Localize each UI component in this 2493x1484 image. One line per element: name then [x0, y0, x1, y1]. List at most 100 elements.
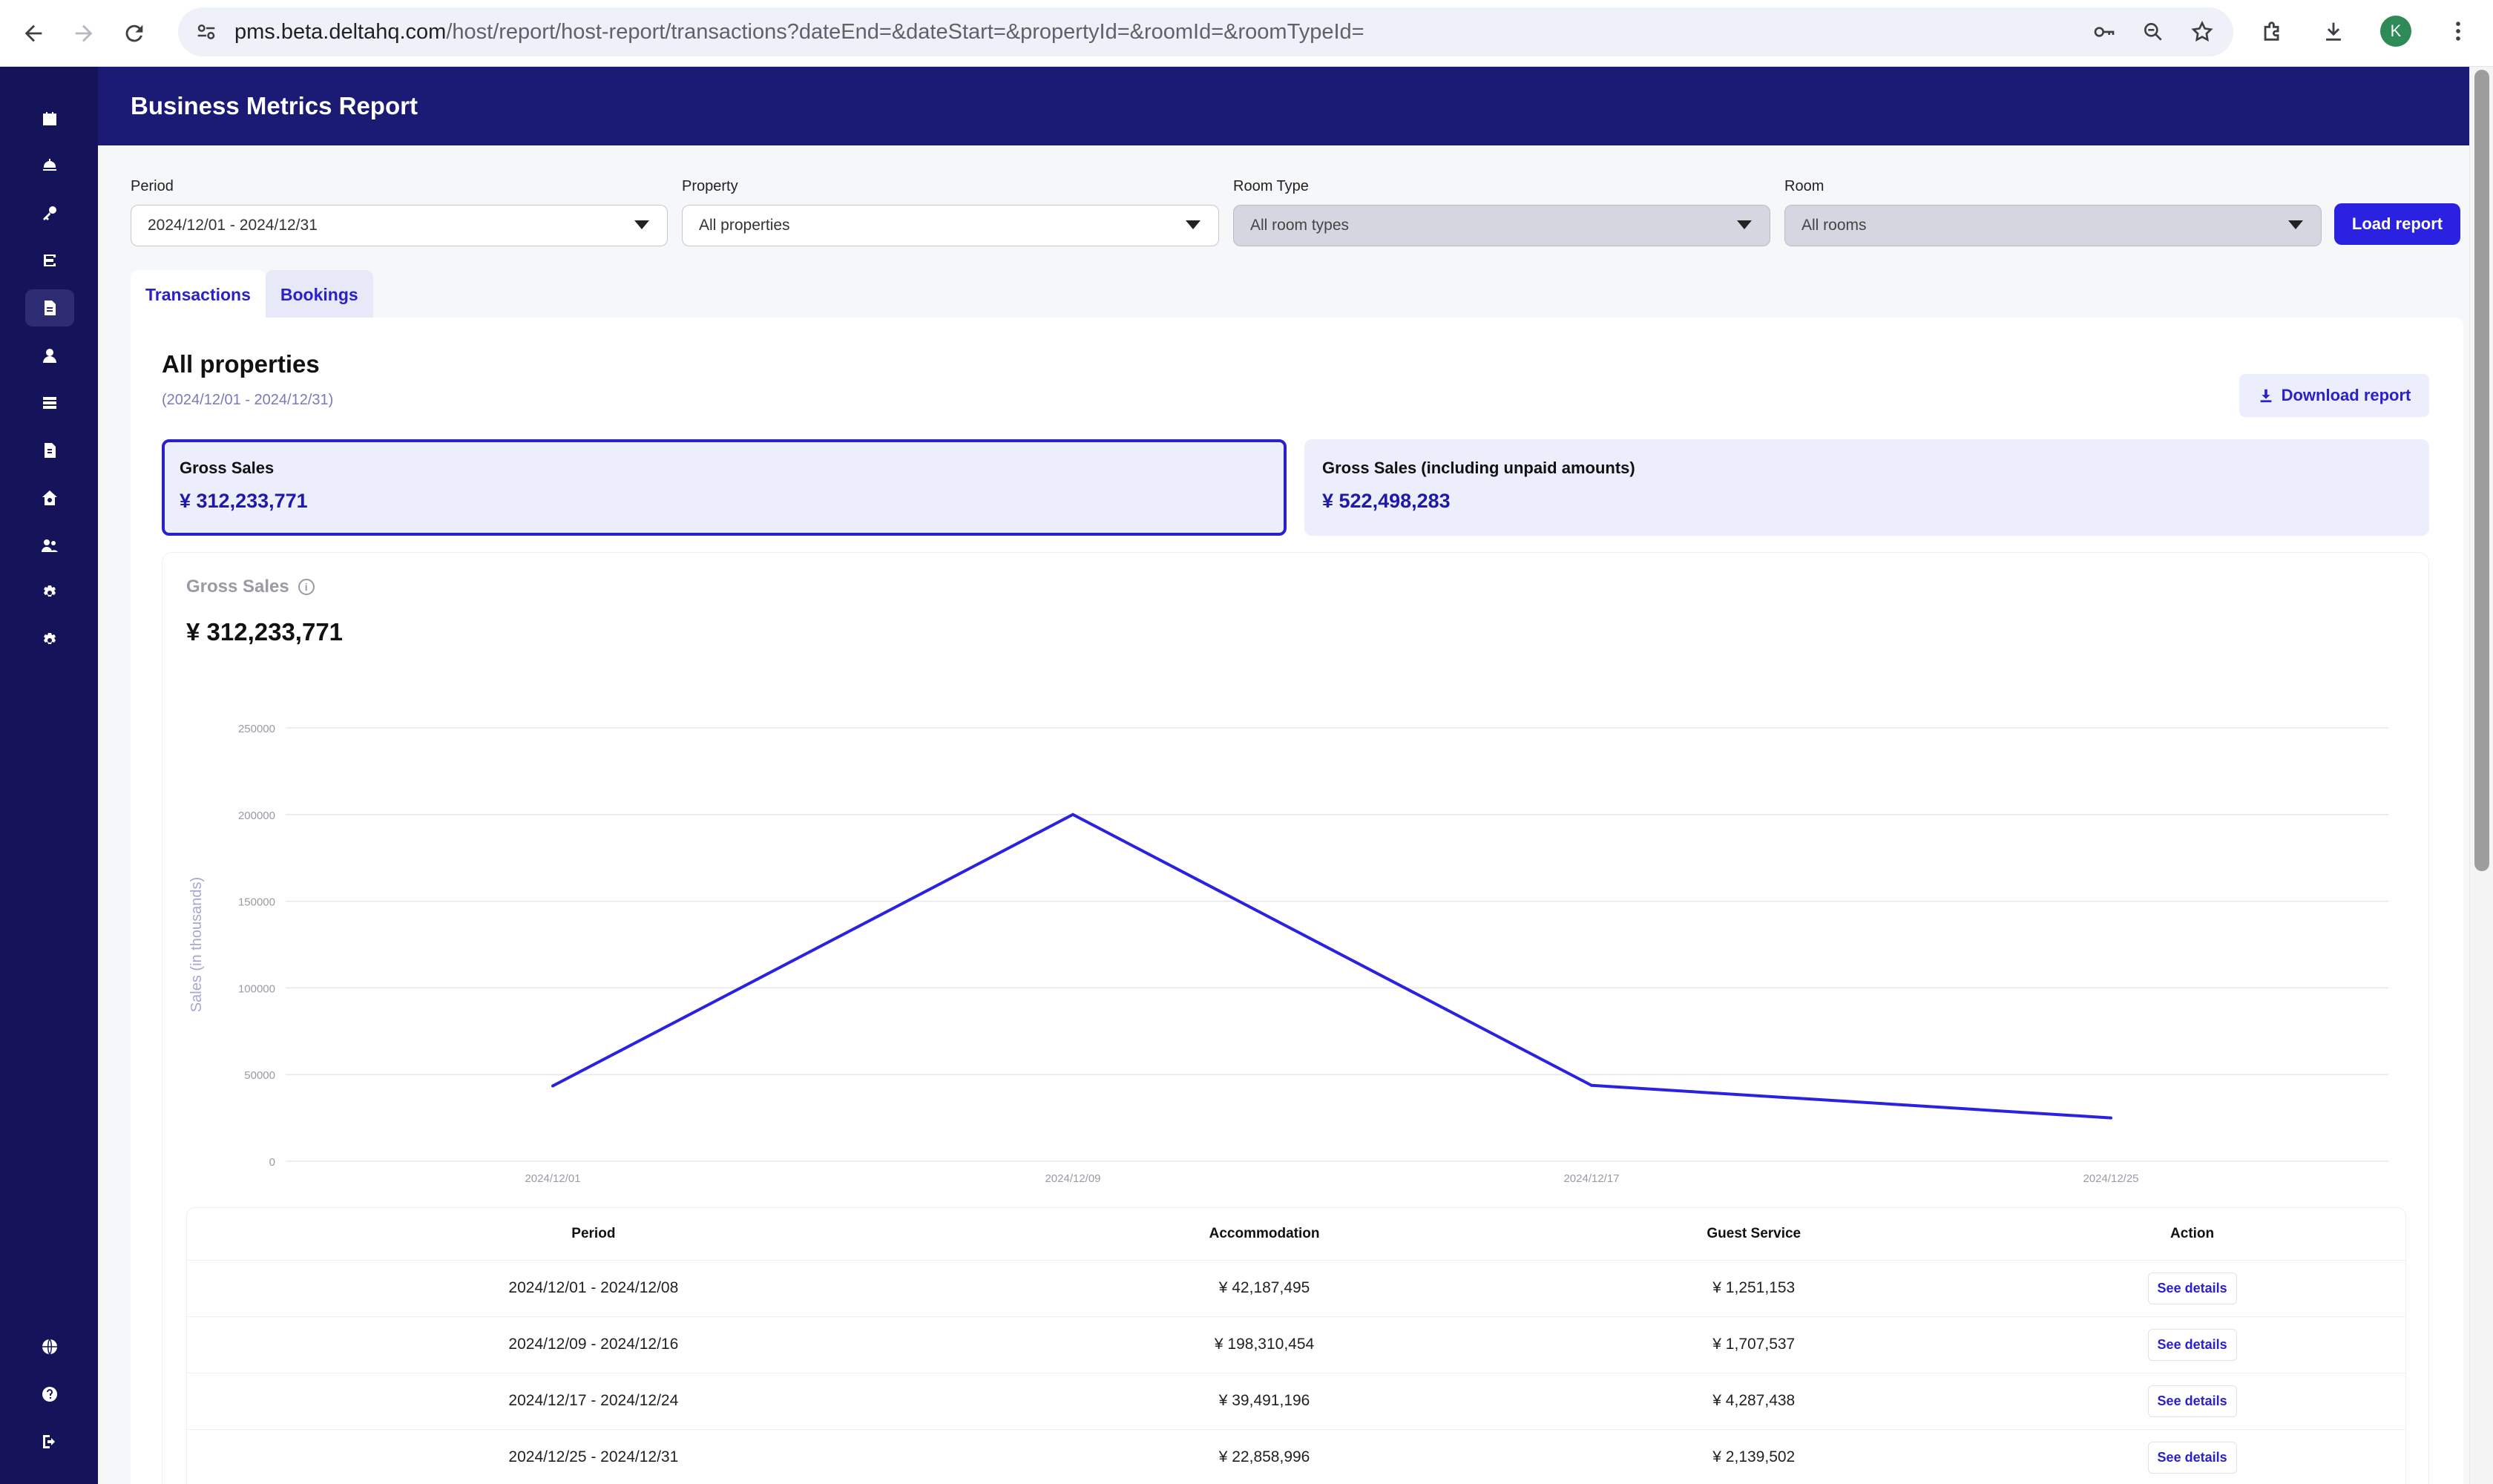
list-icon[interactable]	[25, 384, 74, 421]
cell-action: See details	[1979, 1373, 2405, 1430]
calendar-icon[interactable]	[25, 100, 74, 137]
users-icon[interactable]	[25, 527, 74, 564]
data-point	[1071, 812, 1074, 816]
period-select[interactable]: 2024/12/01 - 2024/12/31	[131, 205, 668, 246]
property-value: All properties	[699, 217, 790, 234]
room-value: All rooms	[1801, 217, 1867, 234]
bookmark-star-icon[interactable]	[2189, 19, 2216, 45]
x-tick-label: 2024/12/17	[1563, 1172, 1619, 1183]
cell-accommodation: ¥ 22,858,996	[999, 1429, 1529, 1484]
invoice-icon[interactable]	[25, 432, 74, 469]
metric-value: ¥ 312,233,771	[180, 490, 308, 512]
x-tick-label: 2024/12/09	[1045, 1172, 1100, 1183]
menu-kebab-icon[interactable]	[2444, 17, 2472, 45]
caret-down-icon	[1737, 220, 1752, 229]
caret-down-icon	[2288, 220, 2303, 229]
see-details-button[interactable]: See details	[2147, 1385, 2237, 1417]
zoom-icon[interactable]	[2140, 19, 2167, 45]
download-report-button[interactable]: Download report	[2239, 374, 2429, 417]
room-type-filter: Room Type All room types	[1233, 178, 1770, 246]
extensions-icon[interactable]	[2259, 17, 2287, 45]
see-details-button[interactable]: See details	[2147, 1272, 2237, 1304]
room-label: Room	[1784, 178, 1824, 194]
see-details-button[interactable]: See details	[2147, 1328, 2237, 1361]
table-row: 2024/12/17 - 2024/12/24 ¥ 39,491,196 ¥ 4…	[187, 1373, 2405, 1430]
cell-accommodation: ¥ 42,187,495	[999, 1260, 1529, 1317]
back-icon[interactable]	[16, 16, 50, 50]
see-details-button[interactable]: See details	[2147, 1441, 2237, 1474]
browser-toolbar: pms.beta.deltahq.com/host/report/host-re…	[0, 0, 2493, 67]
bell-icon[interactable]	[25, 147, 74, 184]
y-tick-label: 200000	[238, 810, 275, 822]
help-icon[interactable]	[25, 1376, 74, 1413]
y-tick-label: 50000	[244, 1069, 275, 1082]
settings-icon[interactable]	[25, 622, 74, 659]
chart-panel: Gross Sales i ¥ 312,233,771 0 50000 100000…	[162, 552, 2429, 1484]
forward-icon[interactable]	[67, 16, 101, 50]
key-icon[interactable]	[25, 194, 74, 232]
property-select[interactable]: All properties	[682, 205, 1219, 246]
column-header: Action	[1979, 1208, 2405, 1261]
report-date-range: (2024/12/01 - 2024/12/31)	[162, 392, 334, 408]
report-title: All properties	[162, 350, 320, 378]
password-key-icon[interactable]	[2091, 19, 2118, 45]
info-icon[interactable]: i	[298, 579, 315, 595]
metric-gross-sales[interactable]: Gross Sales ¥ 312,233,771	[162, 439, 1287, 536]
site-info-icon[interactable]	[191, 17, 221, 47]
table-header-row: Period Accommodation Guest Service Actio…	[187, 1208, 2405, 1261]
load-report-button[interactable]: Load report	[2334, 203, 2460, 245]
logout-icon[interactable]	[25, 1423, 74, 1460]
caret-down-icon	[634, 220, 649, 229]
metric-label: Gross Sales	[180, 459, 275, 477]
home-gear-icon[interactable]	[25, 479, 74, 516]
metric-label: Gross Sales (including unpaid amounts)	[1322, 459, 1635, 477]
main-content: Period 2024/12/01 - 2024/12/31 Property …	[98, 145, 2469, 1484]
y-tick-label: 100000	[238, 982, 275, 995]
download-icon[interactable]	[2319, 17, 2348, 45]
data-point	[1590, 1083, 1593, 1087]
metric-value: ¥ 522,498,283	[1322, 490, 1451, 512]
cell-guest-service: ¥ 4,287,438	[1528, 1373, 1980, 1430]
metric-gross-sales-unpaid[interactable]: Gross Sales (including unpaid amounts) ¥…	[1304, 439, 2429, 536]
user-icon[interactable]	[25, 337, 74, 374]
y-tick-label: 0	[269, 1156, 275, 1169]
gear-icon[interactable]	[25, 574, 74, 611]
app-header: Business Metrics Report	[98, 67, 2469, 145]
column-header: Guest Service	[1528, 1208, 1980, 1261]
scrollbar-thumb[interactable]	[2474, 70, 2489, 871]
period-filter: Period 2024/12/01 - 2024/12/31	[131, 178, 668, 246]
column-header: Accommodation	[999, 1208, 1529, 1261]
download-icon	[2260, 389, 2271, 403]
address-bar[interactable]: pms.beta.deltahq.com/host/report/host-re…	[178, 7, 2233, 56]
tab-bookings[interactable]: Bookings	[265, 270, 373, 319]
tab-transactions[interactable]: Transactions	[131, 270, 266, 319]
globe-icon[interactable]	[25, 1328, 74, 1365]
cell-guest-service: ¥ 1,707,537	[1528, 1316, 1980, 1373]
profile-avatar[interactable]: K	[2380, 16, 2411, 47]
y-axis-label: Sales (in thousands)	[188, 877, 205, 1012]
chart-title: Gross Sales i	[186, 577, 315, 597]
cell-period: 2024/12/09 - 2024/12/16	[187, 1316, 1000, 1373]
reload-icon[interactable]	[117, 16, 151, 50]
y-tick-label: 150000	[238, 896, 275, 909]
door-icon[interactable]	[25, 242, 74, 279]
report-icon[interactable]	[25, 289, 74, 326]
page-scrollbar[interactable]	[2469, 67, 2493, 1484]
chart-title-text: Gross Sales	[186, 577, 289, 597]
column-header: Period	[187, 1208, 1000, 1261]
report-tabs: Transactions Bookings	[131, 270, 373, 319]
cell-action: See details	[1979, 1316, 2405, 1373]
room-type-select[interactable]: All room types	[1233, 205, 1770, 246]
cell-action: See details	[1979, 1429, 2405, 1484]
cell-period: 2024/12/01 - 2024/12/08	[187, 1260, 1000, 1317]
cell-guest-service: ¥ 2,139,502	[1528, 1429, 1980, 1484]
x-tick-label: 2024/12/01	[525, 1172, 580, 1183]
data-point	[551, 1084, 554, 1088]
url-text: pms.beta.deltahq.com/host/report/host-re…	[234, 19, 1364, 44]
period-value: 2024/12/01 - 2024/12/31	[148, 217, 318, 234]
room-select[interactable]: All rooms	[1784, 205, 2322, 246]
cell-accommodation: ¥ 39,491,196	[999, 1373, 1529, 1430]
period-label: Period	[131, 178, 174, 194]
sidebar	[0, 67, 98, 1484]
report-card: All properties (2024/12/01 - 2024/12/31)…	[131, 318, 2463, 1484]
